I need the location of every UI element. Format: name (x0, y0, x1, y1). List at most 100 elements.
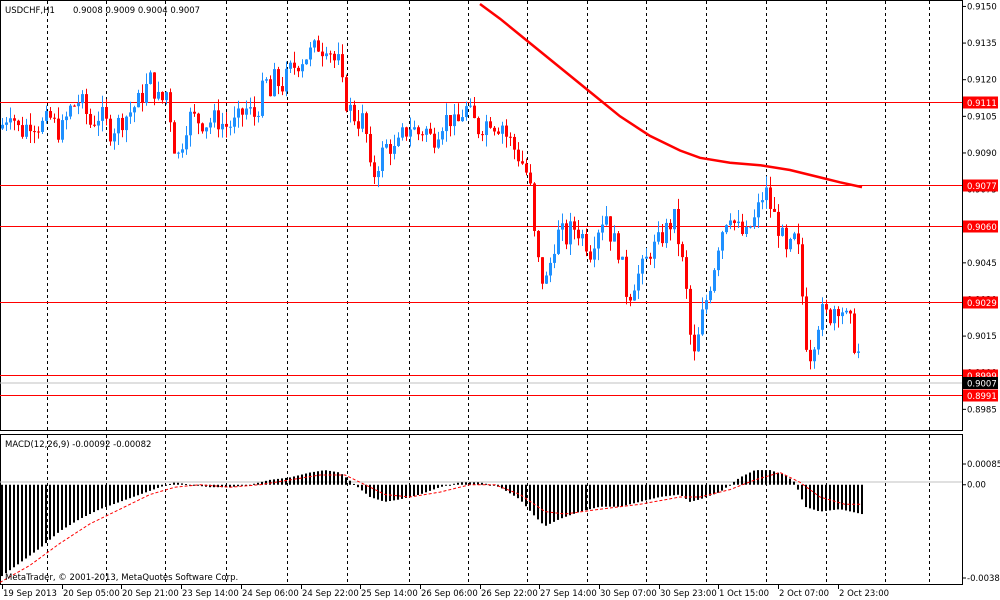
candle-body (401, 127, 404, 138)
macd-bar (801, 484, 803, 500)
candle-body (665, 222, 668, 244)
macd-bar (313, 471, 315, 485)
macd-bar (257, 482, 259, 485)
macd-bar (849, 484, 851, 512)
candle-body (845, 310, 848, 313)
candle-body (737, 221, 740, 224)
candle-body (641, 258, 644, 274)
macd-bar (441, 484, 443, 487)
candle-body (1, 124, 4, 129)
candle-body (105, 107, 108, 119)
candle-body (245, 108, 248, 115)
horizontal-levels[interactable] (0, 102, 962, 396)
macd-bar (193, 484, 195, 486)
macd-bar (101, 484, 103, 509)
candle-body (649, 256, 652, 259)
macd-bar (297, 475, 299, 485)
macd-bar (141, 484, 143, 494)
macd-bar (125, 484, 127, 500)
time-tick-label: 24 Sep 06:00 (242, 589, 299, 599)
macd-window-frame (0, 434, 963, 585)
candle-body (797, 233, 800, 245)
candle-body (821, 304, 824, 330)
candle-body (365, 113, 368, 134)
macd-bar (457, 482, 459, 485)
level-price-box (963, 220, 998, 233)
macd-bar (77, 484, 79, 521)
macd-axis: 0.00085 0.00 -0.00382 (962, 460, 1000, 584)
macd-bar (505, 484, 507, 491)
candle-body (493, 127, 496, 132)
macd-bar (341, 474, 343, 485)
macd-bar (233, 484, 235, 487)
macd-bar (697, 484, 699, 500)
time-tick-label: 26 Sep 06:00 (421, 589, 478, 599)
level-price-label: 0.9111 (967, 99, 997, 109)
macd-bar (501, 484, 503, 489)
candle-body (613, 233, 616, 242)
macd-bar (37, 484, 39, 550)
macd-bar (841, 484, 843, 510)
macd-bar (637, 484, 639, 503)
candle-body (21, 125, 24, 137)
candle-body (753, 217, 756, 227)
candle-body (717, 250, 720, 271)
macd-bar (573, 484, 575, 514)
macd-bar (85, 484, 87, 516)
macd-bar (373, 484, 375, 499)
macd-bar (113, 484, 115, 505)
macd-bar (713, 484, 715, 495)
candle-body (221, 123, 224, 130)
candle-body (853, 313, 856, 353)
candle-body (49, 111, 52, 118)
candle-body (433, 133, 436, 148)
macd-bar (685, 484, 687, 499)
candle-body (93, 124, 96, 126)
macd-bar (757, 470, 759, 485)
macd-bar (201, 484, 203, 487)
candle-body (53, 117, 56, 119)
macd-label: MACD(12,26,9) -0.00092 -0.00082 (5, 440, 151, 450)
candle-body (645, 256, 648, 259)
candle-body (837, 309, 840, 317)
macd-bar (729, 484, 731, 486)
macd-bar (657, 484, 659, 498)
time-axis: 19 Sep 2013 20 Sep 05:00 20 Sep 21:00 23 Se… (2, 585, 889, 599)
macd-bar (61, 484, 63, 530)
candle-body (593, 248, 596, 260)
macd-bar (401, 484, 403, 499)
macd-bar (681, 484, 683, 496)
time-tick-label: 26 Sep 22:00 (481, 589, 538, 599)
candle-body (625, 256, 628, 297)
macd-signal-line (0, 471, 862, 583)
candle-body (185, 135, 188, 150)
candle-body (469, 105, 472, 107)
macd-bar (809, 484, 811, 509)
candle-body (705, 300, 708, 310)
candle-body (681, 244, 684, 258)
macd-bar (221, 484, 223, 488)
macd-bar (345, 477, 347, 485)
candle-body (217, 110, 220, 130)
macd-bar (377, 484, 379, 500)
time-tick-label: 19 Sep 2013 (3, 589, 57, 599)
macd-bar (149, 484, 151, 491)
candle-body (25, 124, 28, 137)
candle-body (33, 131, 36, 133)
candle-body (485, 121, 488, 136)
macd-bar (469, 482, 471, 485)
macd-bar (93, 484, 95, 513)
macd-bar (161, 484, 163, 487)
candle-body (393, 145, 396, 154)
macd-bar (385, 484, 387, 502)
macd-bar (253, 483, 255, 485)
macd-bar (361, 484, 363, 491)
macd-bar (33, 484, 35, 553)
candle-body (17, 120, 20, 126)
macd-bar (405, 484, 407, 498)
macd-bar (121, 484, 123, 502)
candle-body (553, 253, 556, 263)
candle-body (525, 163, 528, 173)
macd-bar (785, 475, 787, 485)
